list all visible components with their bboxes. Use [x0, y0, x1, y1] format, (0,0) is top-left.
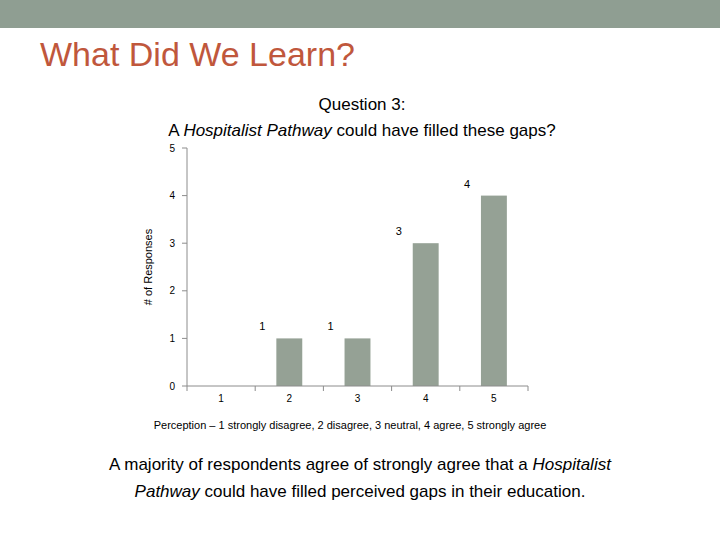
bars: [276, 196, 507, 386]
y-tick-label: 4: [169, 190, 175, 201]
caption: Pathway could have filled perceived gaps…: [135, 482, 586, 501]
y-axis-label: # of Responses: [142, 228, 154, 305]
y-axis: [187, 148, 188, 386]
x-tick-label: 1: [218, 393, 224, 404]
bar: [276, 338, 302, 386]
x-axis: [187, 386, 528, 387]
x-tick: [459, 386, 460, 391]
x-tick-label: 4: [423, 393, 429, 404]
slide-title: What Did We Learn?: [40, 35, 355, 73]
data-label: 1: [259, 320, 265, 332]
caption-segment: A majority of respondents agree of stron…: [109, 455, 532, 474]
bar: [345, 338, 371, 386]
y-tick: [182, 338, 187, 339]
caption-segment: Pathway: [135, 482, 202, 501]
y-tick: [182, 243, 187, 244]
caption: A majority of respondents agree of stron…: [109, 455, 612, 474]
caption-segment: Hospitalist: [532, 455, 612, 474]
y-tick: [182, 386, 187, 387]
y-tick-label: 1: [169, 333, 175, 344]
x-tick: [255, 386, 256, 391]
x-tick: [323, 386, 324, 391]
y-tick: [182, 290, 187, 291]
y-tick-label: 5: [169, 143, 175, 154]
text-segment: could have filled these gaps?: [332, 121, 556, 140]
data-label: 4: [464, 178, 470, 190]
x-tick: [187, 386, 188, 391]
x-tick: [528, 386, 529, 391]
slide: What Did We Learn? Question 3: A Hospitali…: [0, 0, 720, 540]
y-tick: [182, 148, 187, 149]
caption-segment: could have filled perceived gaps in thei…: [200, 482, 586, 501]
x-tick-label: 3: [355, 393, 361, 404]
y-tick-label: 2: [169, 285, 175, 296]
y-tick: [182, 195, 187, 196]
data-label: 1: [327, 320, 333, 332]
x-tick-label: 5: [491, 393, 497, 404]
y-tick-label: 3: [169, 238, 175, 249]
bar: [413, 243, 439, 386]
chart-subtitle: A Hospitalist Pathway could have filled …: [168, 121, 555, 140]
x-tick: [391, 386, 392, 391]
chart-title: Question 3:: [319, 95, 406, 114]
bar: [481, 196, 507, 386]
data-label: 3: [396, 225, 402, 237]
y-tick-label: 0: [169, 381, 175, 392]
x-tick-label: 2: [287, 393, 293, 404]
top-band: [0, 0, 720, 28]
x-axis-label: Perception – 1 strongly disagree, 2 disa…: [154, 419, 547, 431]
text-segment: A: [168, 121, 183, 140]
text-segment: Hospitalist Pathway: [183, 121, 333, 140]
